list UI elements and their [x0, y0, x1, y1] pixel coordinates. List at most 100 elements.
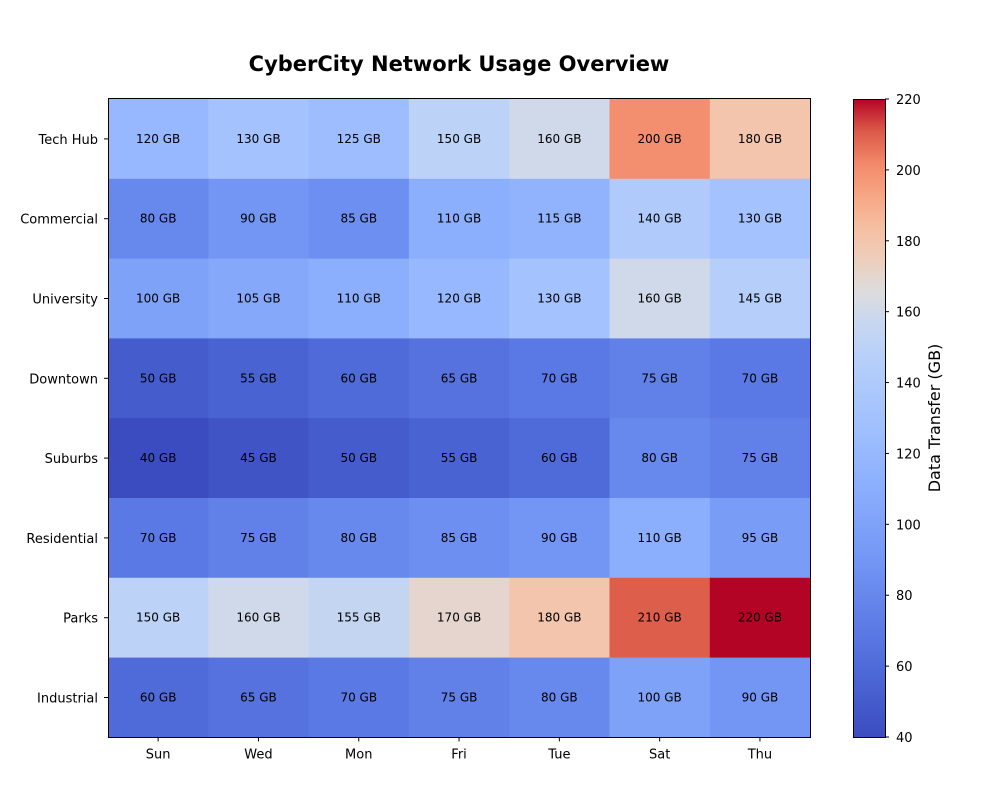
heatmap-cell	[208, 338, 310, 419]
heatmap-cell	[709, 577, 811, 659]
cell-value-label: 90 GB	[541, 531, 578, 545]
cell-value-label: 80 GB	[340, 531, 377, 545]
cell-value-label: 50 GB	[340, 451, 377, 465]
colorbar-tick-label: 40	[896, 731, 913, 746]
heatmap-cell	[408, 577, 510, 659]
y-tick-label: Downtown	[29, 372, 98, 387]
cell-value-label: 160 GB	[236, 611, 280, 625]
colorbar-tick-label: 140	[896, 377, 921, 392]
cell-value-label: 110 GB	[437, 212, 481, 226]
cell-value-label: 130 GB	[537, 292, 581, 306]
cell-value-label: 150 GB	[437, 132, 481, 146]
y-tick-label: Commercial	[20, 213, 98, 228]
colorbar	[853, 99, 885, 737]
cell-value-label: 70 GB	[742, 371, 779, 385]
x-tick-label: Wed	[244, 747, 272, 762]
heatmap-cell	[108, 338, 209, 419]
cell-value-label: 80 GB	[641, 451, 678, 465]
heatmap-cell	[208, 577, 310, 659]
heatmap-cell	[509, 498, 611, 579]
cell-value-label: 65 GB	[240, 691, 277, 705]
cell-value-label: 55 GB	[441, 451, 478, 465]
x-tick-label: Sat	[649, 747, 670, 762]
cell-value-label: 70 GB	[340, 691, 377, 705]
heatmap-cell	[709, 657, 811, 738]
cell-value-label: 45 GB	[240, 451, 277, 465]
heatmap-cells	[108, 99, 811, 738]
heatmap-cell	[408, 99, 510, 180]
cell-value-label: 55 GB	[240, 371, 277, 385]
colorbar-tick-label: 220	[896, 93, 921, 108]
heatmap-cell	[609, 258, 711, 339]
heatmap-cell	[509, 657, 611, 738]
x-tick-label: Mon	[345, 747, 372, 762]
cell-value-label: 210 GB	[638, 611, 682, 625]
cell-value-label: 105 GB	[236, 292, 280, 306]
x-tick-label: Fri	[451, 747, 467, 762]
cell-value-label: 110 GB	[638, 531, 682, 545]
heatmap-cell	[308, 418, 410, 499]
cell-value-label: 170 GB	[437, 611, 481, 625]
heatmap-cell-labels: 120 GB 130 GB 125 GB 150 GB 160 GB 200 GB 180 …	[136, 132, 782, 705]
cell-value-label: 130 GB	[236, 132, 280, 146]
heatmap-cell	[709, 338, 811, 419]
y-axis: Tech Hub Commercial University Downtown Subu…	[20, 133, 108, 707]
heatmap-cell	[108, 178, 209, 260]
heatmap-cell	[509, 338, 611, 419]
heatmap-cell	[408, 418, 510, 499]
cell-value-label: 110 GB	[337, 292, 381, 306]
colorbar-tick-label: 160	[896, 306, 921, 321]
heatmap-cell	[208, 99, 310, 180]
x-axis: Sun Wed Mon Fri Tue Sat Thu	[146, 737, 772, 762]
heatmap-cell	[609, 577, 711, 659]
cell-value-label: 75 GB	[441, 691, 478, 705]
heatmap-cell	[308, 258, 410, 339]
cell-value-label: 220 GB	[738, 611, 782, 625]
cell-value-label: 60 GB	[340, 371, 377, 385]
y-tick-label: Suburbs	[45, 452, 99, 467]
colorbar-frame	[853, 99, 886, 738]
cell-value-label: 95 GB	[742, 531, 779, 545]
cell-value-label: 200 GB	[638, 132, 682, 146]
heatmap-cell	[208, 657, 310, 738]
cell-value-label: 70 GB	[541, 371, 578, 385]
cell-value-label: 50 GB	[140, 371, 177, 385]
cell-value-label: 40 GB	[140, 451, 177, 465]
cell-value-label: 130 GB	[738, 212, 782, 226]
x-tick-label: Tue	[547, 747, 570, 762]
heatmap-cell	[308, 338, 410, 419]
cell-value-label: 60 GB	[541, 451, 578, 465]
cell-value-label: 150 GB	[136, 611, 180, 625]
heatmap-cell	[108, 498, 209, 579]
heatmap-cell	[108, 657, 209, 738]
heatmap-cell	[308, 577, 410, 659]
cell-value-label: 75 GB	[240, 531, 277, 545]
y-tick-label: Parks	[63, 612, 98, 627]
heatmap-cell	[108, 418, 209, 499]
cell-value-label: 140 GB	[638, 212, 682, 226]
heatmap-cell	[709, 418, 811, 499]
heatmap-cell	[408, 498, 510, 579]
heatmap-cell	[609, 178, 711, 260]
heatmap-cell	[208, 178, 310, 260]
heatmap-cell	[408, 258, 510, 339]
heatmap-cell	[308, 178, 410, 260]
cell-value-label: 180 GB	[738, 132, 782, 146]
y-tick-label: Industrial	[37, 692, 98, 707]
heatmap-cell	[609, 418, 711, 499]
y-tick-label: University	[32, 293, 98, 308]
cell-value-label: 125 GB	[337, 132, 381, 146]
x-tick-label: Thu	[747, 747, 772, 762]
cell-value-label: 120 GB	[136, 132, 180, 146]
cell-value-label: 180 GB	[537, 611, 581, 625]
cell-value-label: 70 GB	[140, 531, 177, 545]
heatmap-cell	[609, 498, 711, 579]
heatmap-cell	[709, 178, 811, 260]
cell-value-label: 90 GB	[742, 691, 779, 705]
cell-value-label: 100 GB	[638, 691, 682, 705]
chart-title: CyberCity Network Usage Overview	[249, 52, 670, 76]
cell-value-label: 85 GB	[441, 531, 478, 545]
heatmap-cell	[208, 258, 310, 339]
cell-value-label: 115 GB	[537, 212, 581, 226]
